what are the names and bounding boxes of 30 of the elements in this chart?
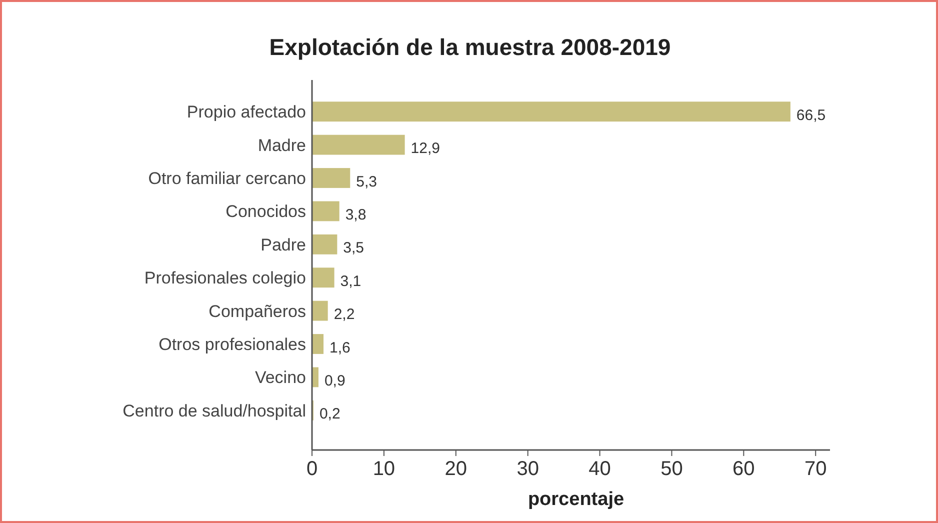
- data-label: 1,6: [330, 339, 350, 356]
- x-tick-label: 20: [444, 458, 468, 480]
- y-tick-label: Padre: [260, 235, 306, 254]
- x-axis-title: porcentaje: [528, 489, 624, 510]
- y-tick-label: Profesionales colegio: [144, 268, 306, 288]
- data-label: 3,1: [340, 272, 362, 290]
- data-label: 66,5: [796, 106, 826, 124]
- y-tick-label: Otro familiar cercano: [148, 168, 306, 188]
- y-tick-label: Compañeros: [208, 302, 306, 321]
- y-tick-label: Conocidos: [226, 202, 306, 222]
- y-tick-label: Propio afectado: [186, 102, 306, 122]
- data-label: 12,9: [410, 140, 440, 158]
- y-tick-label: Vecino: [254, 368, 306, 388]
- x-tick-label: 50: [660, 458, 683, 480]
- data-label: 0,9: [324, 372, 346, 390]
- y-tick-label: Centro de salud/hospital: [122, 401, 306, 420]
- chart-title: Explotación de la muestra 2008-2019: [269, 34, 671, 60]
- x-tick-label: 60: [732, 458, 755, 480]
- x-tick-label: 10: [372, 458, 396, 480]
- x-tick-label: 0: [306, 458, 318, 480]
- data-label: 5,3: [356, 173, 377, 190]
- data-label: 0,2: [319, 406, 340, 423]
- data-label: 3,8: [345, 206, 366, 224]
- y-tick-label: Otros profesionales: [158, 334, 306, 354]
- x-tick-label: 30: [516, 458, 539, 480]
- x-tick-label: 70: [804, 458, 827, 480]
- y-tick-label: Madre: [258, 136, 306, 155]
- x-tick-label: 40: [588, 458, 611, 480]
- data-label: 2,2: [334, 306, 355, 324]
- data-label: 3,5: [343, 240, 364, 257]
